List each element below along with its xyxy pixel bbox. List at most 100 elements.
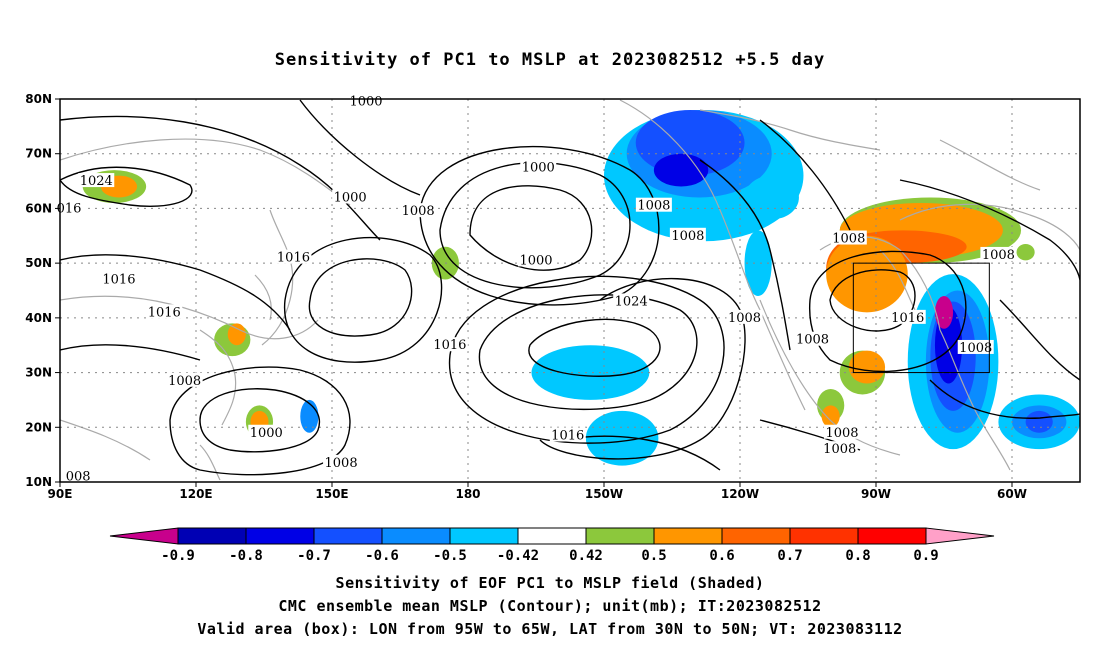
contour-14 [60,115,381,241]
shaded-region-28 [826,235,908,313]
shaded-region-4 [744,175,799,220]
lat-label-3: 50N [25,256,52,270]
contour-label-bg-15 [669,227,706,242]
contour-labels: 1000 1024 016 1000 1008 1000 1008 1000 1016 1016 1… [55,93,1017,485]
colorbar-segment-4 [381,527,451,545]
lat-label-0: 80N [25,92,52,106]
contour-label-bg-8 [100,271,137,286]
contour-label-bg-16 [830,230,867,245]
coastline-0 [60,295,319,340]
contour-label-7: 1000 [519,253,552,268]
valid-area-box [852,262,990,374]
contour-3 [528,318,661,377]
footer-shading-caption: Sensitivity of EOF PC1 to MSLP field (Sh… [335,574,765,592]
contour-label-21: 1000 [250,426,283,441]
colorbar-segment-8 [653,527,723,545]
colorbar-label-5: -0.42 [497,548,539,564]
contour-4 [478,294,698,411]
contour-10 [169,366,351,476]
shaded-region-33 [1016,243,1035,261]
lon-label-6: 90W [861,487,891,501]
coastline-11 [879,249,916,311]
contour-11 [829,269,916,332]
colorbar: -0.9 -0.8 -0.7 -0.6 -0.5 -0.42 0.42 0.5 0.6 0.7 0.… [109,527,995,564]
colorbar-segment-9 [721,527,791,545]
colorbar-label-10: 0.8 [845,548,870,564]
contour-label-bg-4 [400,203,437,218]
contour-label-bg-10 [146,304,183,319]
coastline-10 [939,139,1041,191]
colorbar-label-2: -0.7 [297,548,331,564]
footer-valid-area-caption: Valid area (box): LON from 95W to 65W, L… [197,620,903,638]
coastline-1 [60,138,351,206]
colorbar-segment-1 [177,527,247,545]
coastline-14 [199,444,221,481]
contour-20 [899,179,1080,281]
contour-label-25: 1008 [823,442,856,457]
contour-label-9: 1016 [277,251,310,266]
contour-label-22: 1008 [325,456,358,471]
gridlines [60,99,1080,482]
contour-15 [299,99,421,196]
contour-label-11: 1016 [433,338,466,353]
contour-9 [199,388,321,453]
colorbar-label-1: -0.8 [229,548,263,564]
shaded-region-12 [934,295,954,329]
shaded-region-16 [300,399,319,433]
shaded-region-3 [653,153,709,187]
shaded-region-30 [848,350,886,384]
lat-label-4: 40N [25,311,52,325]
colorbar-segment-2 [245,527,315,545]
chart-title: Sensitivity of PC1 to MSLP at 2023082512… [274,50,826,70]
colorbar-label-9: 0.7 [777,548,802,564]
contour-2 [419,146,660,306]
colorbar-label-3: -0.6 [365,548,399,564]
contour-label-bg-7 [518,252,554,267]
contour-label-8: 1016 [102,273,135,288]
coastline-3 [199,329,237,426]
colorbar-label-6: 0.42 [569,548,603,564]
contour-label-bg-22 [323,454,360,469]
contour-label-12: 1024 [615,294,648,309]
shaded-region-32 [821,405,840,428]
map-frame [59,98,1081,483]
contour-label-19: 1008 [982,248,1015,263]
colorbar-label-4: -0.5 [433,548,467,564]
footer-contour-caption: CMC ensemble mean MSLP (Contour); unit(m… [278,597,822,615]
lon-label-0: 90E [48,487,73,501]
contour-label-bg-5 [520,159,557,174]
contour-1 [439,161,631,289]
contour-label-bg-24 [824,424,860,439]
coastline-8 [899,203,1080,251]
contour-label-bg-0 [348,93,384,108]
contour-label-17: 1016 [891,311,924,326]
colorbar-segment-7 [585,527,655,545]
colorbar-segment-10 [789,527,859,545]
contour-label-bg-17 [889,309,926,324]
colorbar-label-7: 0.5 [641,548,666,564]
contour-label-bg-26 [64,468,93,483]
contour-18 [699,159,791,351]
contour-label-bg-2 [55,200,84,215]
sensitivity-shading [82,109,1080,466]
lon-label-5: 120W [721,487,759,501]
contour-label-bg-23 [549,427,586,442]
contour-6 [308,258,413,337]
contour-label-20: 1008 [168,374,201,389]
contour-label-bg-21 [248,424,285,439]
contour-label-18: 1008 [959,341,992,356]
coastline-2 [261,209,294,346]
contour-label-bg-20 [166,372,203,387]
lon-label-1: 120E [179,487,212,501]
shaded-region-7 [585,410,659,466]
colorbar-segment-5 [449,527,519,545]
contour-label-16: 1008 [832,232,865,247]
coastline-4 [619,99,806,411]
contour-22 [929,379,1080,419]
colorbar-segment-6 [517,527,587,545]
lon-label-4: 150W [585,487,623,501]
contour-label-bg-6 [635,197,672,212]
contour-label-10: 1016 [148,305,181,320]
contour-label-bg-12 [613,293,650,308]
